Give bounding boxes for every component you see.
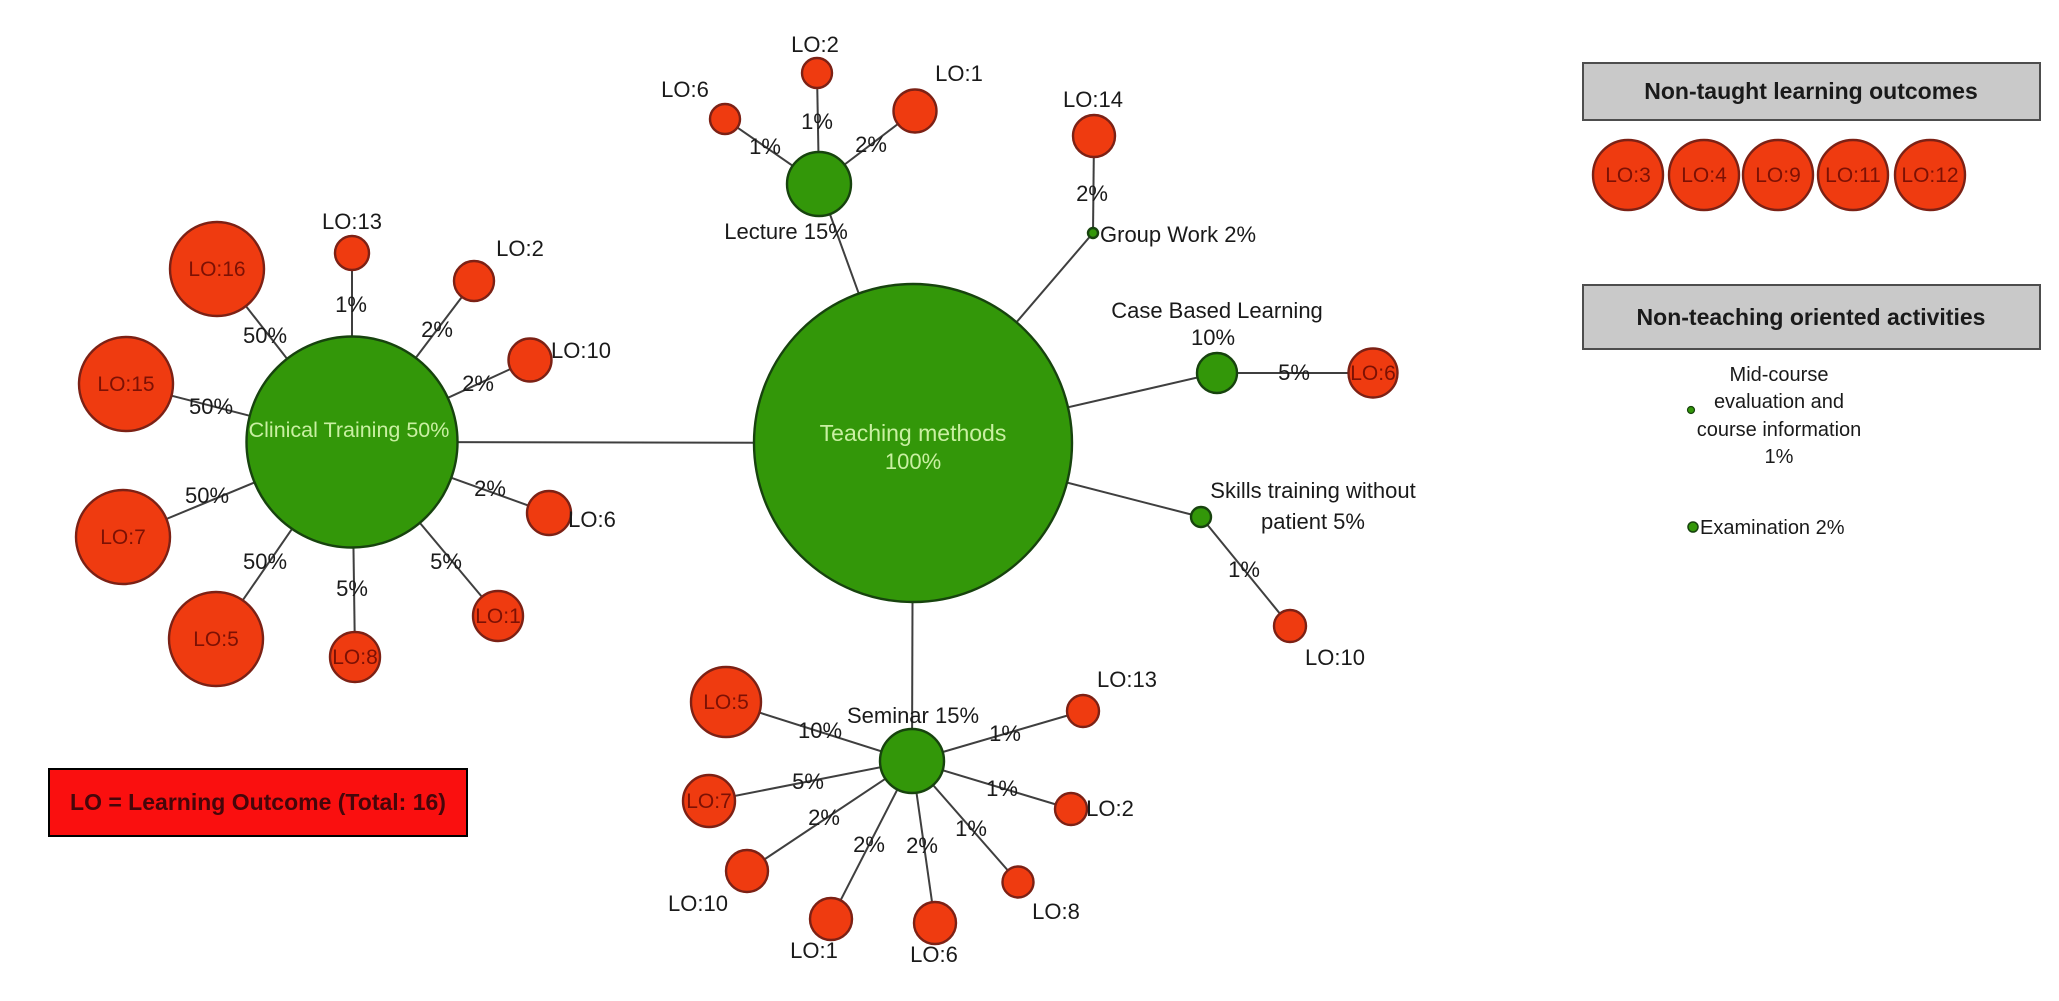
svg-text:1%: 1% <box>986 776 1018 801</box>
svg-text:LO:4: LO:4 <box>1681 164 1727 187</box>
svg-text:1%: 1% <box>801 109 833 134</box>
svg-text:LO:9: LO:9 <box>1755 164 1801 187</box>
svg-text:1%: 1% <box>335 292 367 317</box>
svg-text:Clinical Training 50%: Clinical Training 50% <box>249 418 450 442</box>
svg-text:50%: 50% <box>243 549 287 574</box>
svg-text:LO:6: LO:6 <box>568 507 616 532</box>
svg-text:LO:6: LO:6 <box>910 942 958 967</box>
svg-text:Teaching methods: Teaching methods <box>820 420 1007 446</box>
svg-text:LO:6: LO:6 <box>1350 362 1396 385</box>
svg-text:Examination 2%: Examination 2% <box>1700 517 1845 539</box>
svg-text:Mid-course: Mid-course <box>1730 364 1829 386</box>
svg-text:2%: 2% <box>906 833 938 858</box>
svg-text:LO:13: LO:13 <box>1097 667 1157 692</box>
svg-text:LO:10: LO:10 <box>551 338 611 363</box>
svg-text:LO:3: LO:3 <box>1605 164 1651 187</box>
svg-text:5%: 5% <box>792 769 824 794</box>
svg-text:2%: 2% <box>853 832 885 857</box>
svg-text:Group Work 2%: Group Work 2% <box>1100 222 1256 247</box>
svg-text:5%: 5% <box>336 576 368 601</box>
svg-text:5%: 5% <box>1278 360 1310 385</box>
svg-text:course information: course information <box>1697 419 1862 441</box>
svg-text:LO:6: LO:6 <box>661 77 709 102</box>
svg-text:Non-teaching oriented activiti: Non-teaching oriented activities <box>1637 304 1986 330</box>
svg-text:LO:16: LO:16 <box>188 258 245 281</box>
svg-text:LO:11: LO:11 <box>1825 164 1881 187</box>
svg-text:1%: 1% <box>1765 446 1794 468</box>
svg-text:2%: 2% <box>462 371 494 396</box>
svg-text:LO:2: LO:2 <box>1086 796 1134 821</box>
svg-text:LO:5: LO:5 <box>193 628 239 651</box>
svg-text:2%: 2% <box>474 476 506 501</box>
svg-text:LO:8: LO:8 <box>1032 899 1080 924</box>
svg-text:Skills training without: Skills training without <box>1210 478 1415 503</box>
svg-text:LO:2: LO:2 <box>496 236 544 261</box>
svg-text:LO:7: LO:7 <box>100 526 146 549</box>
svg-text:LO:1: LO:1 <box>790 938 838 963</box>
svg-text:Non-taught learning outcomes: Non-taught learning outcomes <box>1644 78 1978 104</box>
svg-text:LO = Learning Outcome (Total:: LO = Learning Outcome (Total: 16) <box>70 789 446 815</box>
svg-text:1%: 1% <box>749 134 781 159</box>
svg-text:LO:15: LO:15 <box>97 373 154 396</box>
svg-text:50%: 50% <box>185 483 229 508</box>
svg-text:50%: 50% <box>189 394 233 419</box>
svg-text:LO:7: LO:7 <box>686 790 732 813</box>
svg-text:Lecture 15%: Lecture 15% <box>724 219 848 244</box>
svg-text:LO:14: LO:14 <box>1063 87 1123 112</box>
svg-text:1%: 1% <box>1228 557 1260 582</box>
svg-text:Seminar 15%: Seminar 15% <box>847 703 979 728</box>
svg-text:Case Based Learning: Case Based Learning <box>1111 298 1323 323</box>
svg-text:2%: 2% <box>1076 181 1108 206</box>
svg-text:5%: 5% <box>430 549 462 574</box>
svg-text:2%: 2% <box>808 805 840 830</box>
svg-text:LO:2: LO:2 <box>791 32 839 57</box>
svg-text:LO:12: LO:12 <box>1901 164 1958 187</box>
svg-text:LO:13: LO:13 <box>322 209 382 234</box>
svg-text:LO:8: LO:8 <box>332 646 378 669</box>
svg-text:2%: 2% <box>855 132 887 157</box>
svg-text:50%: 50% <box>243 323 287 348</box>
svg-text:2%: 2% <box>421 317 453 342</box>
svg-text:10%: 10% <box>1191 325 1235 350</box>
svg-text:LO:1: LO:1 <box>475 605 521 628</box>
svg-text:LO:10: LO:10 <box>1305 645 1365 670</box>
svg-text:100%: 100% <box>885 449 941 474</box>
svg-text:LO:10: LO:10 <box>668 891 728 916</box>
svg-text:1%: 1% <box>989 721 1021 746</box>
svg-text:1%: 1% <box>955 816 987 841</box>
svg-text:evaluation and: evaluation and <box>1714 391 1844 413</box>
svg-text:patient 5%: patient 5% <box>1261 509 1365 534</box>
svg-text:LO:1: LO:1 <box>935 61 983 86</box>
svg-text:10%: 10% <box>798 718 842 743</box>
svg-text:LO:5: LO:5 <box>703 691 749 714</box>
